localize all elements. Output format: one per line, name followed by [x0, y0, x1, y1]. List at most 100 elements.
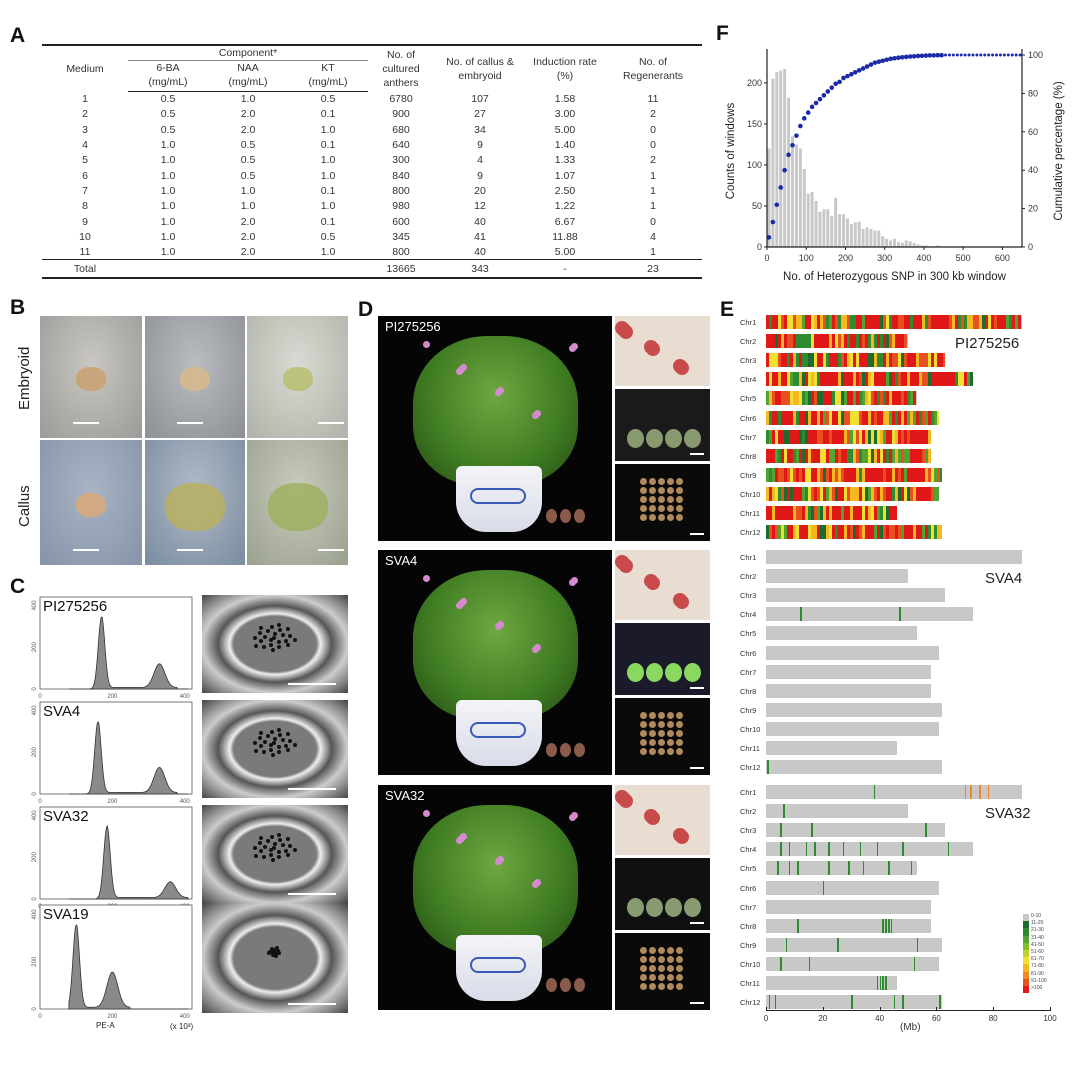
table-cell: 13665 [368, 259, 434, 278]
snp-density-cell [829, 353, 832, 368]
chromosome-bar [766, 525, 943, 540]
snp-density-cell [919, 315, 922, 329]
anther-culture-table: Medium Component* No. of cultured anthers … [42, 44, 702, 279]
snp-density-cell [880, 525, 883, 540]
table-row: 1 0.5 1.0 0.5 6780 107 1.58 11 [42, 92, 702, 107]
pollen-grain [619, 325, 633, 339]
seed [649, 956, 656, 963]
snp-density-cell [829, 391, 832, 406]
snp-density-cell [829, 448, 832, 463]
snp-density-cell [778, 429, 781, 444]
snp-density-cell [859, 486, 862, 501]
seed [667, 712, 674, 719]
table-cell: 1.0 [320, 200, 336, 213]
cumulative-point [868, 62, 874, 67]
snp-density-cell [778, 506, 781, 520]
snp-density-cell [808, 315, 811, 329]
snp-density-cell [841, 391, 844, 406]
snp-density-cell [844, 315, 847, 329]
snp-density-cell [940, 372, 943, 387]
snp-density-cell [907, 315, 910, 329]
snp-density-cell [844, 391, 847, 406]
flower [495, 389, 502, 396]
snp-density-cell [766, 315, 769, 329]
snp-density-cell [901, 467, 904, 482]
snp-density-cell [811, 410, 814, 425]
snp-density-cell [913, 448, 916, 463]
chromosome-dot [276, 849, 281, 854]
snp-density-cell [790, 334, 793, 349]
y-axis-title: Counts of windows [725, 102, 737, 199]
seed [667, 739, 674, 746]
table-cell: 4 [82, 139, 88, 152]
scale-bar [690, 687, 704, 689]
snp-density-cell [919, 353, 922, 368]
seed [676, 487, 683, 494]
table-cell: 7 [82, 184, 88, 197]
snp-density-cell [931, 372, 934, 387]
chromosome-dot [274, 951, 279, 956]
histogram-frame [39, 596, 193, 690]
snp-density-cell [805, 429, 808, 444]
snp-density-cell [769, 506, 772, 520]
axis-tick-label: 20 [818, 1014, 828, 1023]
seed [649, 712, 656, 719]
chromosome-dot [277, 951, 282, 956]
snp-density-cell [835, 525, 838, 540]
pollen-grain [675, 361, 689, 375]
legend-label: 61-70 [1031, 956, 1044, 963]
snp-density-cell [832, 353, 835, 368]
snp-density-cell [775, 525, 778, 540]
snp-density-cell [928, 525, 931, 540]
axis-tick [879, 1007, 881, 1011]
snp-density-cell [895, 334, 898, 349]
table-cell: 0.5 [160, 93, 176, 106]
chromosome-dot [288, 633, 293, 638]
panel-label-c: C [10, 575, 26, 598]
snp-density-cell [916, 448, 919, 463]
axis-tick-label: 0 [763, 1014, 769, 1023]
table-cell: 0.5 [160, 123, 176, 136]
snp-density-cell [829, 372, 832, 387]
table-cell: 0 [650, 215, 656, 228]
snp-density-cell [880, 372, 883, 387]
table-cell: 3 [82, 123, 88, 136]
snp-density-cell [784, 372, 787, 387]
snp-density-cell [847, 315, 850, 329]
snp-density-cell [862, 486, 865, 501]
snp-density-cell [847, 334, 850, 349]
snp-density-cell [781, 410, 784, 425]
chromosome-dot [269, 747, 274, 752]
snp-density-cell [922, 486, 925, 501]
snp-density-cell [919, 448, 922, 463]
snp-density-cell [844, 525, 847, 540]
cumulative-point [900, 55, 905, 60]
chromosome-dot [275, 948, 280, 953]
chromosome-dot [270, 950, 275, 955]
seed [676, 956, 683, 963]
snp-density-cell [835, 448, 838, 463]
seed [676, 514, 683, 521]
snp-density-cell [889, 391, 892, 406]
table-cell: 0.5 [240, 139, 256, 152]
header-line: cultured [382, 62, 420, 75]
snp-density-cell [922, 372, 925, 387]
snp-density-cell [886, 429, 889, 444]
snp-density-cell [766, 506, 769, 520]
berry-photo [615, 389, 710, 461]
seed [649, 514, 656, 521]
y2-tick-label: 0 [1028, 242, 1033, 252]
snp-density-cell [781, 315, 784, 329]
table-cell: 40 [474, 215, 486, 228]
snp-density-cell [772, 353, 775, 368]
snp-marker [800, 607, 802, 622]
chromosome-dot [258, 836, 263, 841]
snp-marker [970, 785, 972, 799]
snp-density-cell [937, 315, 940, 329]
snp-density-cell [793, 448, 796, 463]
cumulative-point [872, 60, 878, 65]
snp-density-cell [853, 372, 856, 387]
snp-density-cell [877, 467, 880, 482]
snp-density-cell [877, 372, 880, 387]
snp-density-cell [775, 486, 778, 501]
